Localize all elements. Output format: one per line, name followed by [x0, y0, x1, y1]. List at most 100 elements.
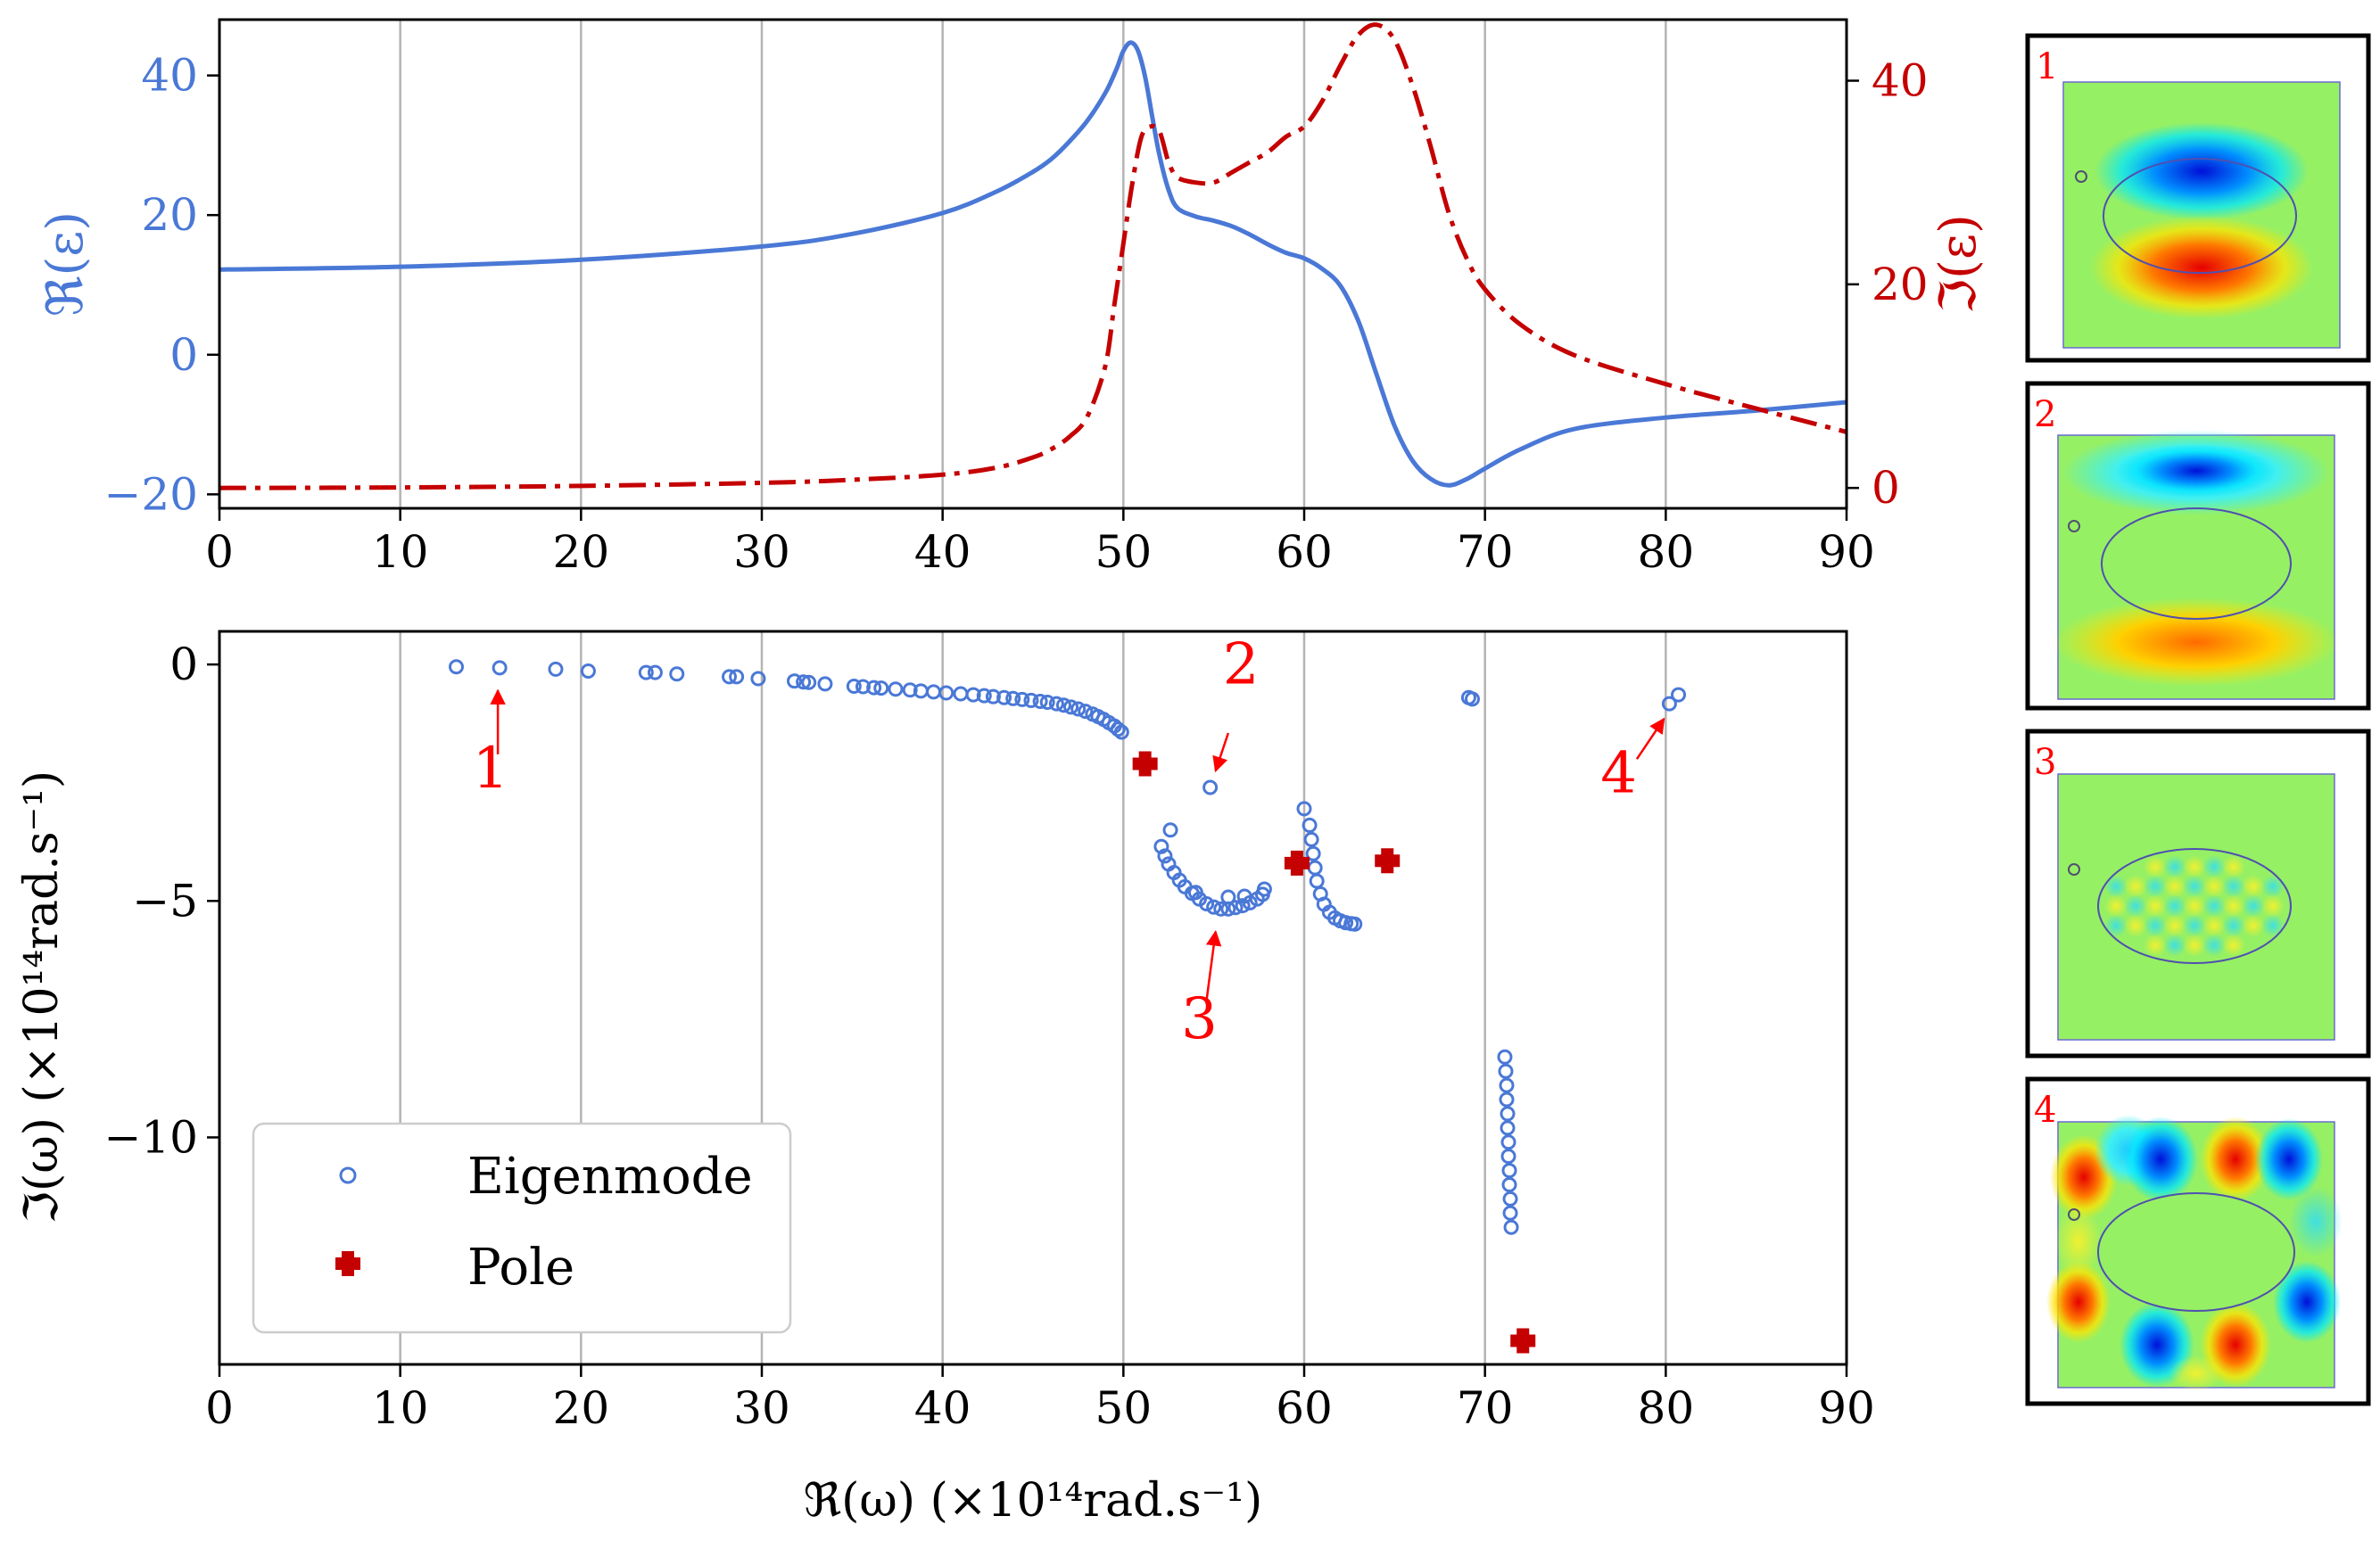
- eigenmode-point: [1347, 916, 1363, 932]
- pole-point: [1375, 848, 1401, 874]
- eigenmode-point: [580, 663, 596, 680]
- eigenmode-point: [888, 681, 904, 697]
- eigenmode-point: [1078, 704, 1094, 720]
- eigenmode-point: [548, 661, 564, 677]
- eigenmode-point: [1499, 1092, 1515, 1108]
- top-left-tick-label: 20: [141, 189, 198, 241]
- eigenmode-point: [1162, 822, 1178, 838]
- eigenmode-point: [1202, 779, 1219, 795]
- annotation-label-3: 3: [1181, 986, 1218, 1052]
- mode-3-field-spot: [2183, 855, 2206, 878]
- eigenmode-point: [1464, 691, 1480, 707]
- mode-3-field-spot: [2222, 914, 2245, 937]
- eigenmode-point: [1206, 899, 1222, 915]
- mode-3-field-spot: [2242, 914, 2265, 937]
- bottom-x-tick-label: 90: [1818, 1382, 1875, 1434]
- eigenmode-point: [1500, 1106, 1516, 1122]
- eigenmode-point: [729, 669, 745, 685]
- mode-3-field-spot: [2163, 934, 2186, 957]
- mode-1-negative-lobe: [2095, 122, 2309, 220]
- mode-2-negative-lobe: [2116, 444, 2277, 498]
- eigenmode-point: [938, 685, 954, 701]
- eigenmode-point: [1500, 1134, 1516, 1150]
- top-x-tick-label: 0: [205, 526, 234, 578]
- mode-1-positive-lobe: [2090, 216, 2313, 319]
- bottom-y-tick-label: 0: [169, 639, 198, 690]
- top-x-tick-label: 60: [1276, 526, 1333, 578]
- mode-3-field-spot: [2144, 875, 2167, 898]
- eigenmode-point: [1296, 801, 1312, 817]
- mode-3-field-spot: [2261, 894, 2285, 918]
- eigenmode-point: [1498, 1063, 1514, 1079]
- legend-eigenmode-label: Eigenmode: [467, 1148, 753, 1206]
- eigenmode-point: [1157, 848, 1173, 864]
- eigenmode-point: [1005, 690, 1021, 706]
- mode-3-field-spot: [2104, 914, 2128, 937]
- eigenmode-point: [647, 664, 663, 680]
- mode-3-field-spot: [2183, 875, 2206, 898]
- top-x-tick-label: 70: [1457, 526, 1514, 578]
- mode-3-field-spot: [2183, 894, 2206, 918]
- eigenmode-point: [1032, 693, 1048, 709]
- legend-pole-marker-fill: [335, 1251, 360, 1276]
- top-x-tick-label: 50: [1095, 526, 1153, 578]
- annotation-label-4: 4: [1600, 740, 1637, 806]
- real-permittivity-line: [219, 40, 1847, 488]
- eigenmode-point: [638, 664, 654, 680]
- eigenmode-point: [953, 686, 969, 702]
- bottom-x-tick-label: 80: [1638, 1382, 1695, 1434]
- eigenmode-point: [1503, 1219, 1519, 1235]
- complex-frequency-chart: 1 2 3 4 0 10 20 30 40 50 60 70 80 90 0 −5 −10 ℑ(ω) (×1…: [15, 630, 1875, 1528]
- bottom-x-ticks: 0 10 20 30 40 50 60 70 80 90: [205, 1364, 1875, 1434]
- eigenmode-point: [1502, 1205, 1518, 1221]
- eigenmode-point: [1502, 1191, 1518, 1207]
- mode-2-particle-outline: [2101, 507, 2292, 620]
- eigenmode-point: [866, 680, 882, 696]
- mode-2-positive-band: [2054, 597, 2339, 687]
- eigenmode-point: [1023, 692, 1039, 708]
- eigenmode-point: [801, 674, 817, 690]
- eigenmode-point: [817, 676, 833, 692]
- mode-3-source-marker: [2068, 863, 2080, 876]
- top-x-ticks: 0 10 20 30 40 50 60 70 80 90: [205, 508, 1875, 578]
- eigenmode-point: [996, 689, 1012, 705]
- bottom-y-ticks: 0 −5 −10: [103, 639, 219, 1163]
- mode-3-field-spot: [2144, 894, 2167, 918]
- mode-1-source-marker: [2075, 170, 2087, 183]
- mode-3-field-spot: [2222, 875, 2245, 898]
- eigenmode-point: [796, 674, 812, 690]
- top-left-tick-label: 40: [141, 50, 198, 102]
- bottom-plot-frame: [218, 630, 1848, 1366]
- eigenmode-point: [1303, 831, 1319, 847]
- mode-panel-3: 3: [2025, 729, 2371, 1059]
- eigenmode-point: [1070, 701, 1087, 717]
- bottom-annotations: 1 2 3 4: [473, 631, 1665, 1052]
- bottom-x-tick-label: 60: [1276, 1382, 1333, 1434]
- legend-pole-label: Pole: [467, 1239, 574, 1297]
- bottom-x-tick-label: 0: [205, 1382, 234, 1434]
- mode-3-field-spot: [2202, 914, 2226, 937]
- eigenmode-point: [1014, 691, 1030, 707]
- eigenmode-point: [1063, 699, 1079, 715]
- annotation-label-2: 2: [1223, 631, 1260, 697]
- eigenmode-point: [1256, 881, 1272, 897]
- annotation-arrow-2: [1212, 732, 1230, 773]
- eigenmode-point: [1500, 1120, 1516, 1136]
- mode-3-field-spot: [2183, 934, 2206, 957]
- pole-point: [1284, 850, 1310, 876]
- top-plot-frame: [218, 18, 1848, 510]
- annotation-arrow-3: [1205, 930, 1222, 1001]
- top-x-tick-label: 40: [914, 526, 971, 578]
- bottom-x-tick-label: 30: [733, 1382, 790, 1434]
- mode-3-field-spot: [2124, 894, 2147, 918]
- top-left-tick-label: 0: [169, 329, 198, 381]
- mode-2-source-marker: [2068, 520, 2080, 532]
- pole-point: [1510, 1328, 1536, 1354]
- eigenmode-point: [1048, 696, 1064, 712]
- bottom-markers: [448, 659, 1687, 1354]
- mode-3-field-spot: [2202, 894, 2226, 918]
- eigenmode-point: [1497, 1049, 1513, 1065]
- mode-3-field-spot: [2163, 855, 2186, 878]
- mode-panel-2: 2: [2025, 381, 2371, 711]
